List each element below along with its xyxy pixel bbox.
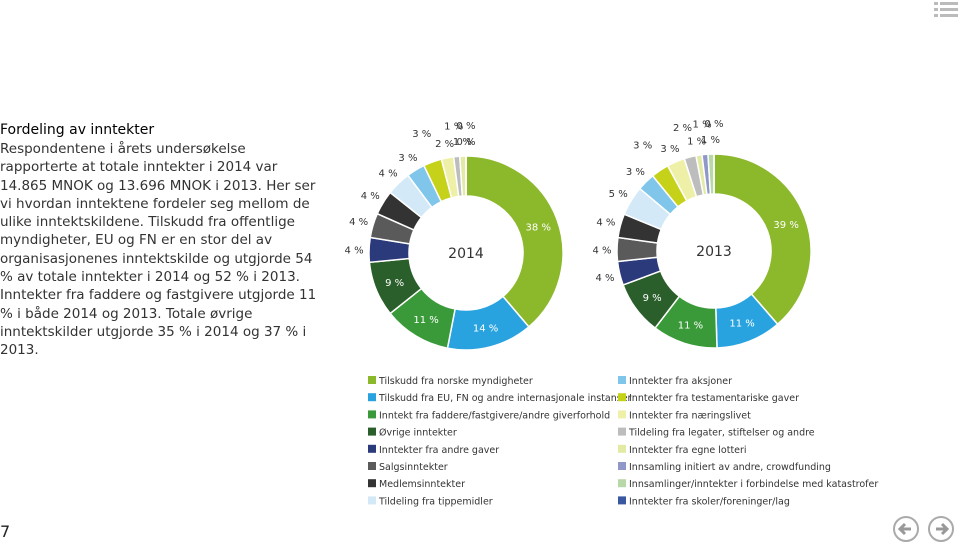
prev-button[interactable] — [893, 516, 919, 542]
value-label: 9 % — [643, 293, 662, 304]
value-label: 5 % — [609, 189, 628, 200]
value-label: 4 % — [345, 245, 364, 256]
value-label: 1 % — [687, 136, 706, 147]
legend-swatch — [368, 444, 376, 453]
legend-label: Innsamling initiert av andre, crowdfundi… — [629, 462, 831, 473]
legend-swatch — [368, 462, 376, 470]
legend-swatch — [618, 444, 626, 453]
legend-label: Salgsinntekter — [379, 462, 448, 473]
legend-swatch — [618, 462, 626, 470]
value-label: 4 % — [592, 245, 611, 256]
legend-swatch — [368, 376, 376, 384]
legend-label: Inntekter fra skoler/foreninger/lag — [629, 496, 790, 507]
legend-label: Inntekt fra faddere/fastgivere/andre giv… — [379, 410, 610, 421]
legend-label: Medlemsinntekter — [379, 479, 465, 490]
value-label: 1 % — [444, 122, 463, 133]
donut-segment — [465, 155, 564, 328]
value-label: 3 % — [398, 153, 417, 164]
value-label: 1 % — [701, 135, 720, 146]
section-title: Fordeling av inntekter — [0, 122, 155, 138]
legend-label: Tilskudd fra EU, FN og andre internasjon… — [378, 393, 632, 404]
donut-segment — [713, 153, 812, 326]
legend-label: Tilskudd fra norske myndigheter — [378, 376, 533, 387]
value-label: 9 % — [385, 278, 404, 289]
value-label: 4 % — [361, 191, 380, 202]
value-label: 4 % — [596, 218, 615, 229]
legend-label: Inntekter fra aksjoner — [629, 376, 732, 387]
legend-label: Inntekter fra næringslivet — [629, 410, 751, 421]
legend-label: Tildeling fra legater, stiftelser og and… — [628, 428, 815, 439]
value-label: 1 % — [453, 137, 472, 148]
next-button[interactable] — [928, 516, 954, 542]
menu-icon[interactable] — [932, 0, 960, 20]
value-label: 11 % — [678, 320, 703, 331]
legend-swatch — [368, 393, 376, 402]
legend-swatch — [618, 496, 626, 505]
page-number: 7 — [0, 522, 11, 541]
legend-label: Innsamlinger/inntekter i forbindelse med… — [629, 479, 878, 490]
legend-swatch — [618, 410, 626, 419]
value-label: 3 % — [660, 144, 679, 155]
legend-swatch — [368, 496, 376, 505]
legend-label: Inntekter fra egne lotteri — [629, 445, 747, 456]
value-label: 4 % — [596, 273, 615, 284]
donut-center-label: 2014 — [448, 246, 484, 262]
legend-swatch — [368, 427, 376, 436]
value-label: 11 % — [729, 319, 754, 330]
legend-swatch — [618, 376, 626, 384]
value-label: 1 % — [693, 120, 712, 131]
value-label: 3 % — [633, 141, 652, 152]
value-label: 4 % — [379, 169, 398, 180]
legend-label: Inntekter fra andre gaver — [379, 445, 499, 456]
legend-swatch — [368, 479, 376, 488]
body-text: Respondentene i årets undersøkelse rappo… — [0, 141, 317, 359]
legend-label: Inntekter fra testamentariske gaver — [629, 393, 799, 404]
value-label: 14 % — [473, 323, 498, 334]
donut-center-label: 2013 — [696, 244, 732, 260]
legend-swatch — [618, 393, 626, 402]
legend-swatch — [368, 410, 376, 419]
value-label: 2 % — [673, 123, 692, 134]
legend-label: Øvrige inntekter — [379, 428, 457, 439]
value-label: 3 % — [626, 167, 645, 178]
value-label: 0 % — [704, 119, 723, 130]
value-label: 4 % — [349, 217, 368, 228]
legend-label: Tildeling fra tippemidler — [378, 496, 493, 507]
value-label: 11 % — [413, 315, 438, 326]
legend-swatch — [618, 427, 626, 436]
value-label: 39 % — [773, 220, 798, 231]
value-label: 0 % — [456, 121, 475, 132]
value-label: 2 % — [435, 139, 454, 150]
value-label: 0 % — [456, 137, 475, 148]
value-label: 38 % — [526, 222, 551, 233]
value-label: 3 % — [412, 129, 431, 140]
legend-swatch — [618, 479, 626, 488]
